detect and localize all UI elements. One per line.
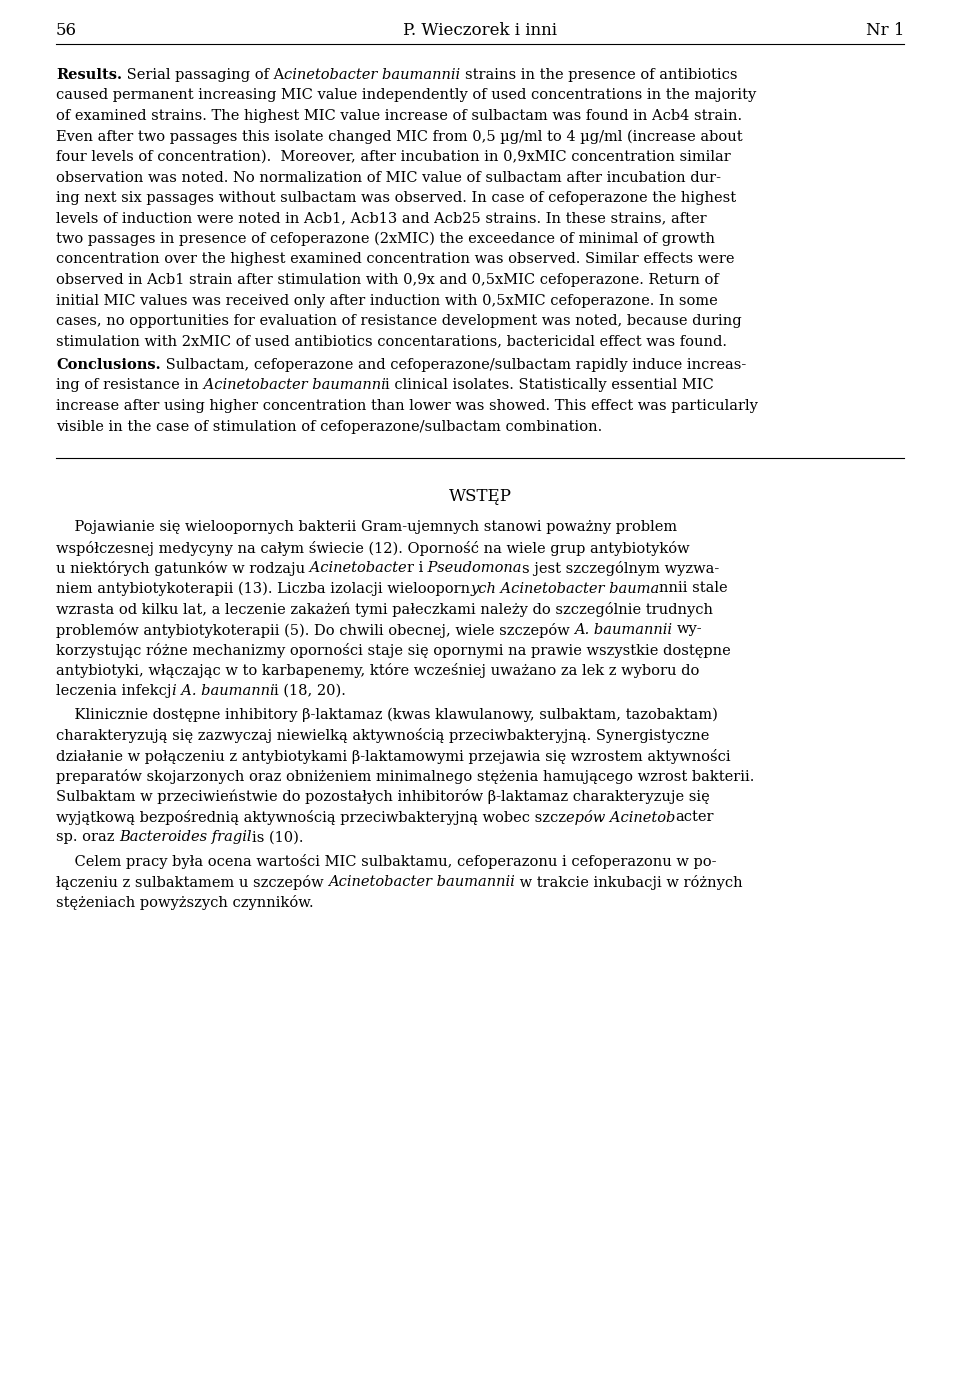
Text: Klinicznie dostępne inhibitory β-laktamaz (kwas klawulanowy, sulbaktam, tazobakt: Klinicznie dostępne inhibitory β-laktama… — [56, 708, 718, 721]
Text: korzystując różne mechanizmy oporności staje się opornymi na prawie wszystkie do: korzystując różne mechanizmy oporności s… — [56, 643, 731, 658]
Text: P. Wieczorek i inni: P. Wieczorek i inni — [403, 22, 557, 39]
Text: Sulbactam, cefoperazone and cefoperazone/sulbactam rapidly induce increas-: Sulbactam, cefoperazone and cefoperazone… — [160, 358, 746, 372]
Text: Even after two passages this isolate changed MIC from 0,5 µg/ml to 4 µg/ml (incr: Even after two passages this isolate cha… — [56, 130, 743, 144]
Text: Serial passaging of A: Serial passaging of A — [122, 68, 284, 82]
Text: levels of induction were noted in Acb1, Acb13 and Acb25 strains. In these strain: levels of induction were noted in Acb1, … — [56, 211, 707, 225]
Text: 56: 56 — [56, 22, 77, 39]
Text: r i: r i — [407, 561, 423, 575]
Text: łączeniu z sulbaktamem u szczepów: łączeniu z sulbaktamem u szczepów — [56, 875, 328, 890]
Text: s jest szczególnym wyzwa-: s jest szczególnym wyzwa- — [521, 561, 719, 576]
Text: epów Acinetob: epów Acinetob — [566, 810, 676, 825]
Text: i (18, 20).: i (18, 20). — [275, 684, 346, 698]
Text: two passages in presence of cefoperazone (2xMIC) the exceedance of minimal of gr: two passages in presence of cefoperazone… — [56, 232, 715, 246]
Text: Nr 1: Nr 1 — [866, 22, 904, 39]
Text: problemów antybiotykoterapii (5). Do chwili obecnej, wiele szczepów: problemów antybiotykoterapii (5). Do chw… — [56, 622, 574, 637]
Text: nnii stale: nnii stale — [660, 582, 728, 596]
Text: charakteryzują się zazwyczaj niewielką aktywnością przeciwbakteryjną. Synergisty: charakteryzują się zazwyczaj niewielką a… — [56, 728, 709, 744]
Text: u niektórych gatunków w rodzaju: u niektórych gatunków w rodzaju — [56, 561, 305, 576]
Text: niem antybiotykoterapii (13). Liczba izolacji wielooporn: niem antybiotykoterapii (13). Liczba izo… — [56, 582, 470, 596]
Text: cases, no opportunities for evaluation of resistance development was noted, beca: cases, no opportunities for evaluation o… — [56, 314, 742, 328]
Text: ing next six passages without sulbactam was observed. In case of cefoperazone th: ing next six passages without sulbactam … — [56, 191, 736, 205]
Text: caused permanent increasing MIC value independently of used concentrations in th: caused permanent increasing MIC value in… — [56, 88, 756, 102]
Text: concentration over the highest examined concentration was observed. Similar effe: concentration over the highest examined … — [56, 253, 734, 267]
Text: ing of resistance in: ing of resistance in — [56, 379, 199, 392]
Text: observation was noted. No normalization of MIC value of sulbactam after incubati: observation was noted. No normalization … — [56, 170, 721, 185]
Text: Results.: Results. — [56, 68, 122, 82]
Text: w trakcie inkubacji w różnych: w trakcie inkubacji w różnych — [515, 875, 743, 890]
Text: increase after using higher concentration than lower was showed. This effect was: increase after using higher concentratio… — [56, 399, 757, 413]
Text: wzrasta od kilku lat, a leczenie zakażeń tymi pałeczkami należy do szczególnie t: wzrasta od kilku lat, a leczenie zakażeń… — [56, 603, 713, 616]
Text: Celem pracy była ocena wartości MIC sulbaktamu, cefoperazonu i cefoperazonu w po: Celem pracy była ocena wartości MIC sulb… — [56, 854, 716, 869]
Text: Conclusions.: Conclusions. — [56, 358, 160, 372]
Text: visible in the case of stimulation of cefoperazone/sulbactam combination.: visible in the case of stimulation of ce… — [56, 420, 602, 434]
Text: sp. oraz: sp. oraz — [56, 831, 119, 844]
Text: wy-: wy- — [677, 622, 703, 637]
Text: działanie w połączeniu z antybiotykami β-laktamowymi przejawia się wzrostem akty: działanie w połączeniu z antybiotykami β… — [56, 749, 731, 763]
Text: A. baumannii: A. baumannii — [574, 622, 677, 637]
Text: cinetobacter baumannii: cinetobacter baumannii — [284, 68, 465, 82]
Text: leczenia infekcj: leczenia infekcj — [56, 684, 172, 698]
Text: Acinetobacter baumanni: Acinetobacter baumanni — [199, 379, 385, 392]
Text: is (10).: is (10). — [252, 831, 303, 844]
Text: of examined strains. The highest MIC value increase of sulbactam was found in Ac: of examined strains. The highest MIC val… — [56, 109, 742, 123]
Text: i A. baumanni: i A. baumanni — [172, 684, 275, 698]
Text: Bacteroides fragil: Bacteroides fragil — [119, 831, 252, 844]
Text: four levels of concentration).  Moreover, after incubation in 0,9xMIC concentrat: four levels of concentration). Moreover,… — [56, 151, 731, 164]
Text: Pojawianie się wieloopornych bakterii Gram-ujemnych stanowi poważny problem: Pojawianie się wieloopornych bakterii Gr… — [56, 520, 677, 533]
Text: Sulbaktam w przeciwieństwie do pozostałych inhibitorów β-laktamaz charakteryzuje: Sulbaktam w przeciwieństwie do pozostały… — [56, 789, 709, 804]
Text: i clinical isolates. Statistically essential MIC: i clinical isolates. Statistically essen… — [385, 379, 714, 392]
Text: ych Acinetobacter bauma: ych Acinetobacter bauma — [470, 582, 660, 596]
Text: acter: acter — [676, 810, 714, 824]
Text: Acinetobacte: Acinetobacte — [305, 561, 407, 575]
Text: Acinetobacter baumannii: Acinetobacter baumannii — [328, 875, 515, 889]
Text: współczesnej medycyny na całym świecie (12). Oporność na wiele grup antybiotyków: współczesnej medycyny na całym świecie (… — [56, 540, 689, 556]
Text: preparatów skojarzonych oraz obniżeniem minimalnego stężenia hamującego wzrost b: preparatów skojarzonych oraz obniżeniem … — [56, 768, 755, 784]
Text: wyjątkową bezpośrednią aktywnością przeciwbakteryjną wobec szcz: wyjątkową bezpośrednią aktywnością przec… — [56, 810, 566, 825]
Text: stężeniach powyższych czynników.: stężeniach powyższych czynników. — [56, 896, 314, 909]
Text: strains in the presence of antibiotics: strains in the presence of antibiotics — [465, 68, 737, 82]
Text: stimulation with 2xMIC of used antibiotics concentarations, bactericidal effect : stimulation with 2xMIC of used antibioti… — [56, 334, 727, 348]
Text: antybiotyki, włączając w to karbapenemy, które wcześniej uważano za lek z wyboru: antybiotyki, włączając w to karbapenemy,… — [56, 663, 700, 679]
Text: WSTĘP: WSTĘP — [448, 488, 512, 504]
Text: Pseudomona: Pseudomona — [423, 561, 521, 575]
Text: observed in Acb1 strain after stimulation with 0,9x and 0,5xMIC cefoperazone. Re: observed in Acb1 strain after stimulatio… — [56, 274, 719, 287]
Text: initial MIC values was received only after induction with 0,5xMIC cefoperazone. : initial MIC values was received only aft… — [56, 293, 718, 308]
